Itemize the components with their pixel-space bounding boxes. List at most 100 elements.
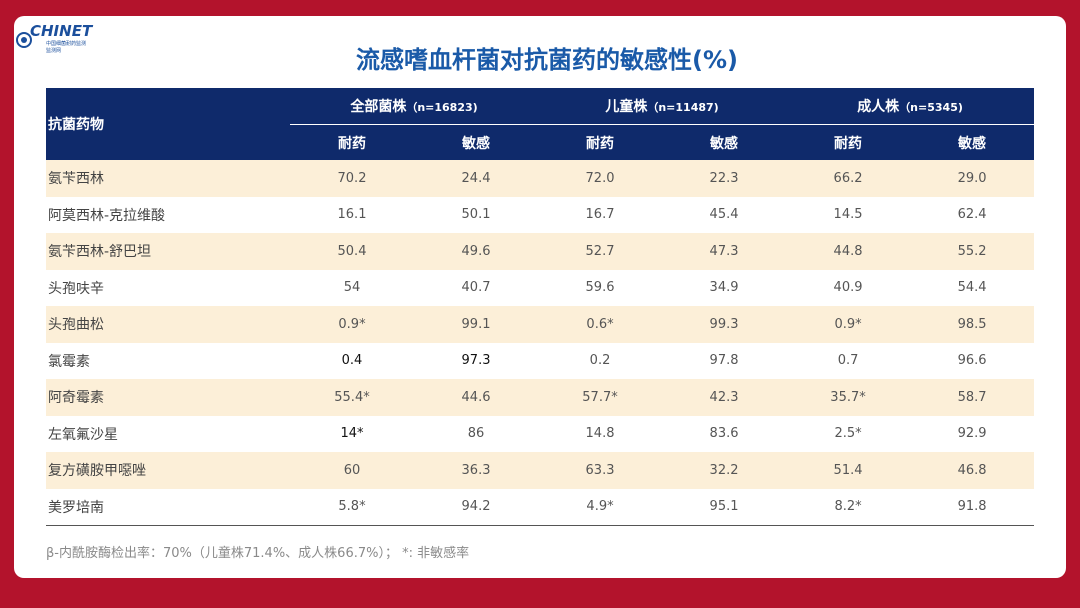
table-cell: 40.9 <box>786 269 911 306</box>
drug-name: 左氧氟沙星 <box>46 415 290 452</box>
table-cell: 50.4 <box>290 233 414 270</box>
group-count: （n=11487) <box>647 101 719 114</box>
table-cell: 72.0 <box>538 160 663 197</box>
drug-name: 头孢曲松 <box>46 306 290 343</box>
table-cell: 47.3 <box>662 233 787 270</box>
table-row: 氨苄西林-舒巴坦 50.4 49.6 52.7 47.3 44.8 55.2 <box>46 233 1035 270</box>
logo-subtitle-2: 监测网 <box>46 48 62 54</box>
table-cell: 54 <box>290 269 414 306</box>
logo-text: CHINET <box>30 22 93 40</box>
table-cell: 57.7* <box>538 379 663 416</box>
table-cell: 44.6 <box>414 379 539 416</box>
table-cell: 99.3 <box>662 306 787 343</box>
page-title: 流感嗜血杆菌对抗菌药的敏感性(%) <box>356 46 738 74</box>
table-cell: 60 <box>290 452 414 489</box>
table-cell: 98.5 <box>910 306 1035 343</box>
table-cell: 45.4 <box>662 196 787 233</box>
table-subheader-row: 耐药 敏感 耐药 敏感 耐药 敏感 <box>46 124 1035 160</box>
table-row: 氯霉素 0.4 97.3 0.2 97.8 0.7 96.6 <box>46 342 1035 379</box>
table-cell: 92.9 <box>910 415 1035 452</box>
table-cell: 46.8 <box>910 452 1035 489</box>
subheader-susceptible: 敏感 <box>662 124 787 160</box>
subheader-susceptible: 敏感 <box>910 124 1035 160</box>
table-cell: 54.4 <box>910 269 1035 306</box>
subheader-resistant: 耐药 <box>786 124 911 160</box>
drug-column-header: 抗菌药物 <box>46 88 290 160</box>
drug-name: 氨苄西林 <box>46 160 290 197</box>
table-row: 头孢曲松 0.9* 99.1 0.6* 99.3 0.9* 98.5 <box>46 306 1035 343</box>
table-row: 阿莫西林-克拉维酸 16.1 50.1 16.7 45.4 14.5 62.4 <box>46 196 1035 233</box>
table-cell: 97.8 <box>662 342 787 379</box>
group-header-children: 儿童株（n=11487) <box>538 88 787 125</box>
table-cell: 0.9* <box>290 306 414 343</box>
table-cell: 96.6 <box>910 342 1035 379</box>
table-row: 阿奇霉素 55.4* 44.6 57.7* 42.3 35.7* 58.7 <box>46 379 1035 416</box>
table-cell: 22.3 <box>662 160 787 197</box>
table-cell: 0.4 <box>290 342 414 379</box>
table-cell: 0.7 <box>786 342 911 379</box>
group-label: 全部菌株 <box>350 99 407 115</box>
table-cell: 58.7 <box>910 379 1035 416</box>
table-cell: 44.8 <box>786 233 911 270</box>
table-header-row: 抗菌药物 全部菌株（n=16823) 儿童株（n=11487) 成人株（n=53… <box>46 88 1035 160</box>
table-cell: 14.5 <box>786 196 911 233</box>
subheader-resistant: 耐药 <box>290 124 414 160</box>
table-cell: 83.6 <box>662 415 787 452</box>
table-cell: 24.4 <box>414 160 539 197</box>
drug-name: 复方磺胺甲噁唑 <box>46 452 290 489</box>
table-row: 头孢呋辛 54 40.7 59.6 34.9 40.9 54.4 <box>46 269 1035 306</box>
table-cell: 86 <box>414 415 539 452</box>
table-cell: 62.4 <box>910 196 1035 233</box>
table-cell: 35.7* <box>786 379 911 416</box>
table-cell: 97.3 <box>414 342 539 379</box>
drug-name: 美罗培南 <box>46 488 290 526</box>
table-cell: 94.2 <box>414 488 539 526</box>
table-cell: 14* <box>290 415 414 452</box>
susceptibility-table: 抗菌药物 全部菌株（n=16823) 儿童株（n=11487) 成人株（n=53… <box>46 88 1035 526</box>
table-cell: 51.4 <box>786 452 911 489</box>
table-cell: 16.7 <box>538 196 663 233</box>
table-cell: 2.5* <box>786 415 911 452</box>
table-cell: 29.0 <box>910 160 1035 197</box>
drug-name: 阿莫西林-克拉维酸 <box>46 196 290 233</box>
group-label: 成人株 <box>857 99 900 115</box>
group-header-all: 全部菌株（n=16823) <box>290 88 539 125</box>
table-cell: 63.3 <box>538 452 663 489</box>
table-cell: 8.2* <box>786 488 911 526</box>
table-cell: 95.1 <box>662 488 787 526</box>
table-cell: 32.2 <box>662 452 787 489</box>
table-cell: 5.8* <box>290 488 414 526</box>
group-count: （n=5345) <box>899 101 963 114</box>
table-cell: 55.2 <box>910 233 1035 270</box>
table-cell: 52.7 <box>538 233 663 270</box>
group-label: 儿童株 <box>605 99 648 115</box>
footnote: β-内酰胺酶检出率：70%（儿童株71.4%、成人株66.7%）； *: 非敏感… <box>46 546 470 561</box>
table-cell: 66.2 <box>786 160 911 197</box>
drug-name: 氯霉素 <box>46 342 290 379</box>
table-cell: 70.2 <box>290 160 414 197</box>
table-cell: 91.8 <box>910 488 1035 526</box>
table-row: 左氧氟沙星 14* 86 14.8 83.6 2.5* 92.9 <box>46 415 1035 452</box>
table-cell: 50.1 <box>414 196 539 233</box>
table-cell: 34.9 <box>662 269 787 306</box>
table-cell: 49.6 <box>414 233 539 270</box>
slide: CHINET 中国细菌耐药监测 监测网 流感嗜血杆菌对抗菌药的敏感性(%) 抗菌… <box>14 16 1066 578</box>
drug-name: 头孢呋辛 <box>46 269 290 306</box>
table-cell: 99.1 <box>414 306 539 343</box>
table-cell: 4.9* <box>538 488 663 526</box>
table-cell: 0.2 <box>538 342 663 379</box>
table-row: 氨苄西林 70.2 24.4 72.0 22.3 66.2 29.0 <box>46 160 1035 197</box>
table-cell: 14.8 <box>538 415 663 452</box>
drug-name: 氨苄西林-舒巴坦 <box>46 233 290 270</box>
group-count: （n=16823) <box>406 101 478 114</box>
table-cell: 0.6* <box>538 306 663 343</box>
table-row: 复方磺胺甲噁唑 60 36.3 63.3 32.2 51.4 46.8 <box>46 452 1035 489</box>
table-cell: 42.3 <box>662 379 787 416</box>
drug-name: 阿奇霉素 <box>46 379 290 416</box>
group-header-adults: 成人株（n=5345) <box>786 88 1035 125</box>
table-cell: 36.3 <box>414 452 539 489</box>
table-cell: 0.9* <box>786 306 911 343</box>
chinet-logo: CHINET 中国细菌耐药监测 监测网 <box>16 20 96 60</box>
subheader-susceptible: 敏感 <box>414 124 539 160</box>
logo-subtitle: 中国细菌耐药监测 <box>46 41 87 47</box>
